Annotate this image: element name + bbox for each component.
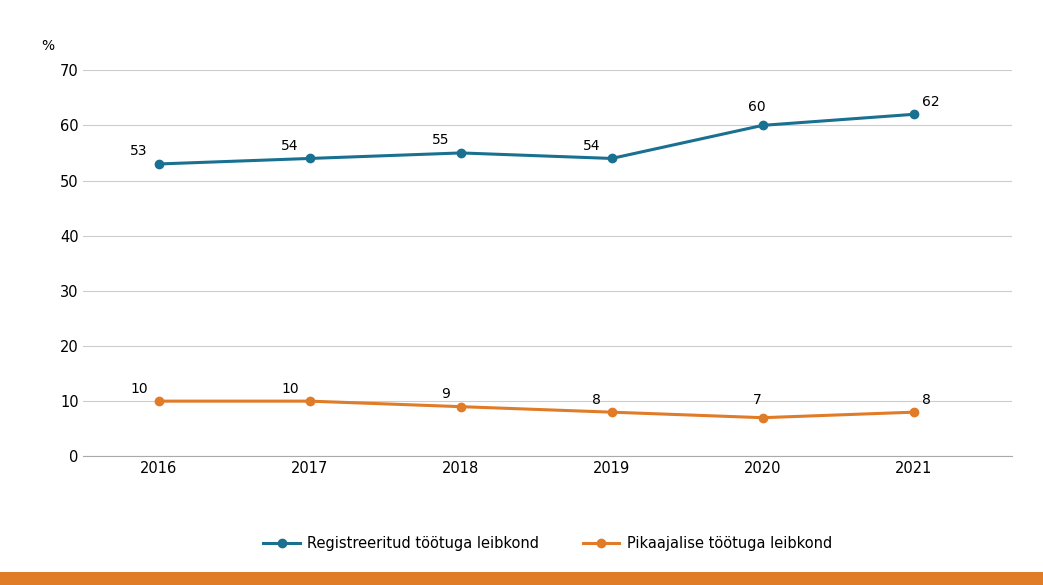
Text: 7: 7 [753, 393, 761, 407]
Text: 53: 53 [130, 144, 148, 159]
Text: 8: 8 [591, 393, 601, 407]
Text: 10: 10 [282, 381, 298, 395]
Text: 60: 60 [748, 100, 766, 114]
Text: 10: 10 [130, 381, 148, 395]
Legend: Registreeritud töötuga leibkond, Pikaajalise töötuga leibkond: Registreeritud töötuga leibkond, Pikaaja… [258, 531, 838, 557]
Text: 8: 8 [922, 393, 930, 407]
Text: 55: 55 [432, 133, 450, 147]
Text: %: % [42, 39, 55, 53]
Text: 54: 54 [282, 139, 298, 153]
Text: 62: 62 [922, 95, 940, 109]
Text: 54: 54 [583, 139, 601, 153]
Text: 9: 9 [441, 387, 450, 401]
